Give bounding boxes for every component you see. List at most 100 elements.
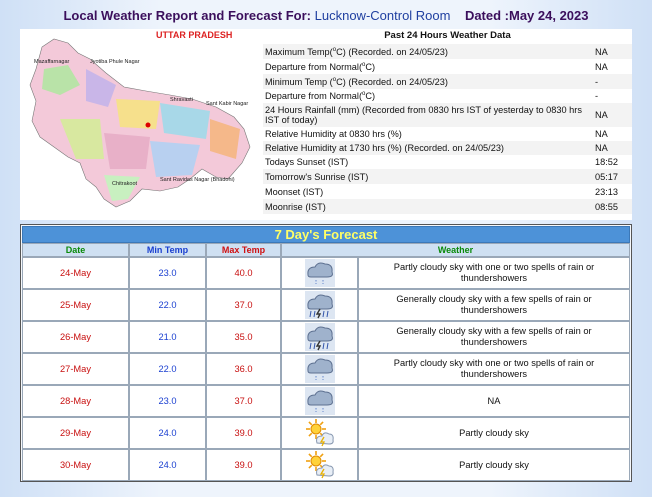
row-label: Relative Humidity at 1730 hrs (%) (Recor… [265,143,504,153]
row-value: NA [595,110,608,120]
weather-icon [304,355,335,383]
icon-part [313,310,315,318]
min-temp-cell: 24.0 [129,449,206,481]
max-temp-cell: 37.0 [206,385,281,417]
column-header: Date [22,243,129,257]
min-temp-cell: 22.0 [129,289,206,321]
row-value: NA [595,46,608,57]
weather-cell: Partly cloudy sky [358,449,630,481]
past-24h-row: Moonrise (IST) 08:55 [263,199,632,214]
past-24h-row: Tomorrow's Sunrise (IST) 05:17 [263,169,632,184]
district-patch [210,119,240,159]
weather-icon [305,419,334,447]
weather-icon [304,387,335,415]
min-temp-cell: 23.0 [129,257,206,289]
district-patch [116,99,160,129]
weather-cell: Partly cloudy sky [358,417,630,449]
weather-cell: Partly cloudy sky with one or two spells… [358,257,630,289]
icon-part [306,262,333,278]
label-part: C) (Recorded. on 24/05/23) [336,46,448,57]
icon-part [306,326,333,342]
past-24h-row: Relative Humidity at 1730 hrs (%) (Recor… [263,141,632,155]
min-temp-cell: 21.0 [129,321,206,353]
map-place-label: Shravasti [170,97,193,103]
past-24h-row: Departure from Normal(oC) - [263,89,632,103]
icon-part [322,310,324,318]
label-part: Maximum Temp( [265,46,333,57]
max-temp-cell: 37.0 [206,289,281,321]
past-24h-table: Past 24 Hours Weather Data Maximum Temp(… [263,29,632,220]
past-24h-title: Past 24 Hours Weather Data [384,30,511,41]
row-label: 24 Hours Rainfall (mm) (Recorded from 08… [265,105,582,125]
row-value: 08:55 [595,201,618,212]
icon-cell [281,449,358,481]
icon-part [315,464,334,477]
label-part: o [362,61,366,68]
icon-part [310,423,321,435]
icon-cell [281,257,358,289]
date-cell: 26-May [22,321,129,353]
icon-part [326,310,328,318]
report-date: Dated :May 24, 2023 [464,8,589,23]
min-temp-cell: 22.0 [129,353,206,385]
max-temp-cell: 39.0 [206,417,281,449]
district-patch [86,69,116,107]
date-cell: 25-May [22,289,129,321]
row-value: 18:52 [595,157,618,167]
forecast-table: 7 Day's Forecast Date Min Temp Max Temp Weat… [20,224,632,482]
row-label: Moonset (IST) [265,186,324,197]
label-part: o [362,91,366,97]
icon-part [315,340,321,351]
weather-icon [304,323,335,351]
row-label: Departure from Normal(oC) [263,62,595,72]
state-map: UTTAR PRADESH Mazaffarnagar Jyotiba Phule… [29,30,251,208]
row-value: NA [595,143,608,153]
icon-part [319,453,324,458]
label-part: Minimum Temp ( [265,76,333,87]
row-value: NA [595,61,608,72]
label-part: C) [365,61,376,72]
icon-part [309,310,311,318]
min-temp-cell: 24.0 [129,417,206,449]
icon-cell [281,417,358,449]
icon-part [319,436,325,447]
current-panel: UTTAR PRADESH Mazaffarnagar Jyotiba Phule… [20,29,632,220]
row-value: 23:13 [595,186,618,197]
row-label: Minimum Temp (oC) (Recorded. on 24/05/23… [263,77,595,87]
icon-part [307,453,312,458]
max-temp-cell: 35.0 [206,321,281,353]
label-part: C) (Recorded. on 24/05/23) [336,76,448,87]
forecast-title: 7 Day's Forecast [22,226,630,243]
weather-cell: Generally cloudy sky with a few spells o… [358,321,630,353]
icon-part [319,468,325,479]
weather-icon [305,451,334,479]
station-dot [145,122,151,128]
district-patch [150,141,200,177]
weather-icon [304,291,335,319]
icon-part [315,432,334,445]
icon-part [307,421,312,426]
past-24h-row: Moonset (IST) 23:13 [263,184,632,199]
label-part: Departure from Normal( [265,61,363,72]
column-header: Weather [281,243,630,257]
date-cell: 24-May [22,257,129,289]
icon-part [315,308,321,319]
page-header: Local Weather Report and Forecast For: L… [0,8,652,23]
icon-part [310,455,321,467]
map-place-label: Mazaffarnagar [34,59,70,65]
weather-cell: NA [358,385,630,417]
icon-part [306,294,333,310]
past-24h-row: Minimum Temp (oC) (Recorded. on 24/05/23… [263,74,632,89]
row-value: 05:17 [595,171,618,182]
weather-cell: Generally cloudy sky with a few spells o… [358,289,630,321]
icon-part [322,342,324,350]
row-label: Maximum Temp(oC) (Recorded. on 24/05/23) [263,47,595,57]
max-temp-cell: 36.0 [206,353,281,385]
icon-part [313,342,315,350]
weather-cell: Partly cloudy sky with one or two spells… [358,353,630,385]
icon-part [309,342,311,350]
district-patch [104,175,140,201]
district-patch [104,133,150,169]
icon-part [306,390,333,406]
map-place-label: Chitrakoot [112,181,138,187]
